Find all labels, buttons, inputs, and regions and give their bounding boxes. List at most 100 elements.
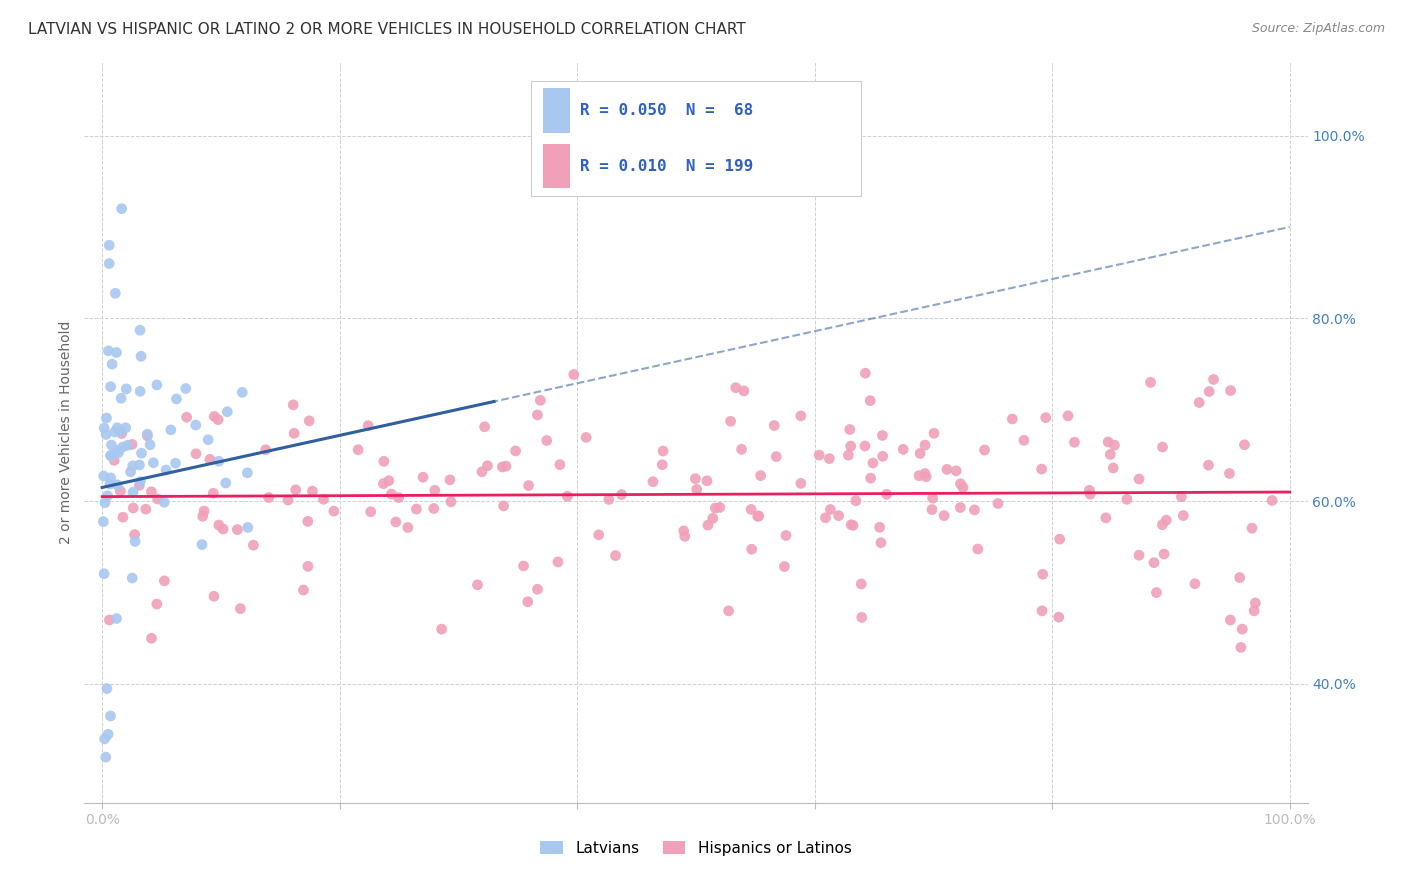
Point [142,456,165,470]
Legend: Latvians, Hispanics or Latinos: Latvians, Hispanics or Latinos [534,835,858,862]
Point [129,384,152,399]
Point [423,483,446,498]
Point [136,427,159,442]
Point [153,574,176,588]
Point [115,382,138,396]
Point [97,343,120,358]
Point [870,535,893,549]
Point [93,566,115,581]
Point [1152,517,1174,532]
Point [1031,604,1053,618]
Point [107,443,129,458]
Point [763,418,786,433]
Point [97,727,120,741]
Point [202,589,225,603]
Point [141,632,163,646]
Point [1102,461,1125,475]
Point [1233,438,1256,452]
Point [98,613,121,627]
Point [1128,472,1150,486]
Point [474,419,496,434]
Point [98,238,121,252]
Point [93,731,115,746]
Point [141,484,163,499]
Point [1154,513,1177,527]
Point [283,426,305,441]
Point [1188,395,1211,409]
Point [747,509,769,524]
Point [575,430,598,444]
Point [129,323,152,337]
Point [215,475,238,490]
Point [838,422,860,436]
Point [160,423,183,437]
Point [121,458,143,473]
Point [685,472,707,486]
Point [505,444,527,458]
Point [842,518,865,533]
Point [1057,409,1080,423]
Point [702,511,724,525]
Point [1240,521,1263,535]
Y-axis label: 2 or more Vehicles in Household: 2 or more Vehicles in Household [59,321,73,544]
Point [129,475,152,489]
Point [1261,493,1284,508]
Point [1116,492,1139,507]
Point [96,681,118,696]
Point [242,538,264,552]
Point [932,508,955,523]
Point [440,495,463,509]
Point [914,438,936,452]
Point [254,442,277,457]
Point [122,485,145,500]
Point [749,468,772,483]
Point [945,464,967,478]
Point [1244,596,1267,610]
Point [360,505,382,519]
Point [963,503,986,517]
Point [696,518,718,533]
Point [872,428,894,442]
Point [914,467,936,481]
Point [808,448,831,462]
Point [104,286,127,301]
Point [121,571,143,585]
Point [765,450,787,464]
Point [212,522,235,536]
Point [987,496,1010,510]
Point [1031,462,1053,476]
Point [1232,622,1254,636]
Point [105,421,128,435]
Text: Source: ZipAtlas.com: Source: ZipAtlas.com [1251,22,1385,36]
Point [949,476,972,491]
Point [610,487,633,501]
Point [94,495,117,509]
Point [1078,487,1101,501]
Point [686,483,709,497]
Point [93,515,115,529]
Point [1047,610,1070,624]
Point [197,433,219,447]
Point [709,500,731,515]
Point [100,709,122,723]
Point [193,504,215,518]
Point [110,392,132,406]
Point [439,473,461,487]
Point [1078,483,1101,498]
Point [373,454,395,468]
Point [396,520,419,534]
Point [236,520,259,534]
FancyBboxPatch shape [531,81,860,195]
Point [100,438,122,452]
Point [110,483,132,498]
Point [124,527,146,541]
Point [1143,556,1166,570]
Point [153,495,176,509]
Point [775,528,797,542]
Point [101,357,124,371]
Point [100,449,122,463]
Point [100,449,122,463]
Point [696,474,718,488]
Point [1095,511,1118,525]
Point [1173,508,1195,523]
